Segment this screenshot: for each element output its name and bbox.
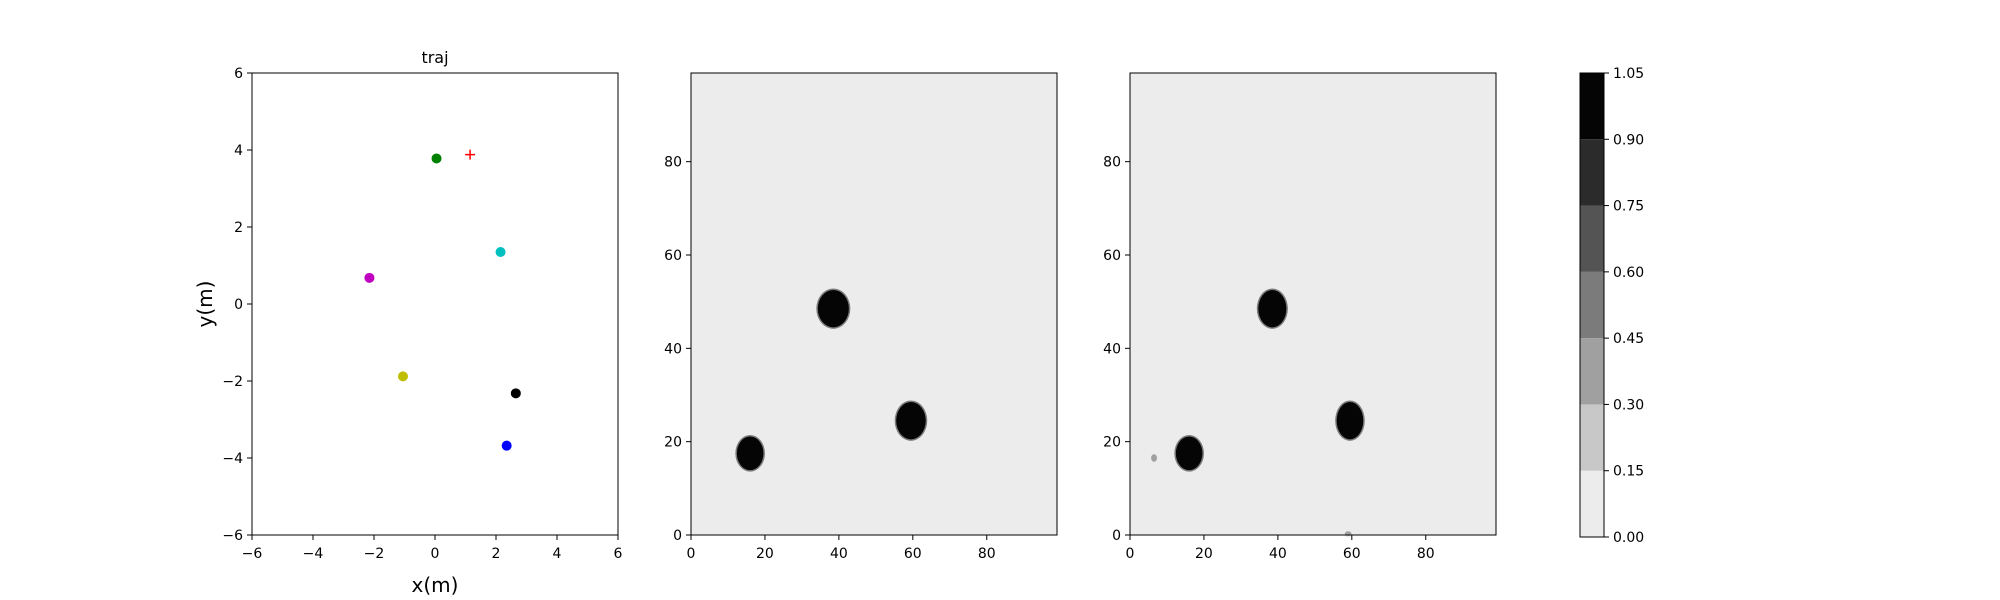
colorbar-level [1580,205,1604,272]
axes-frame-heatmap [1129,72,1497,536]
y-tick-label: 0 [673,528,682,544]
x-tick-label: 2 [492,546,501,562]
x-tick-label: 20 [1195,546,1213,562]
y-tick-label: 2 [234,220,243,236]
y-tick-label: 20 [664,435,682,451]
scatter-point [510,388,521,399]
scatter-point [495,247,506,258]
y-tick-label: 60 [1103,248,1121,264]
x-tick-label: 40 [830,546,848,562]
obstacle-blob [896,402,926,440]
colorbar-tick-label: 1.05 [1613,66,1644,82]
y-tick-label: 0 [1112,528,1121,544]
colorbar-tick-label: 0.45 [1613,331,1644,347]
colorbar-tick-label: 0.00 [1613,530,1644,546]
y-tick-label: 40 [664,341,682,357]
plot-title-traj: traj [421,48,448,67]
x-tick-label: 60 [1343,546,1361,562]
x-tick-label: 80 [978,546,996,562]
scatter-point [431,153,442,164]
colorbar-level [1580,404,1604,471]
colorbar-tick-label: 0.30 [1613,397,1644,413]
x-tick-label: 40 [1269,546,1287,562]
x-tick-label: −6 [242,546,263,562]
y-axis-label: y(m) [193,281,217,328]
y-tick-label: −4 [222,451,243,467]
y-tick-label: 20 [1103,435,1121,451]
x-tick-label: 4 [553,546,562,562]
colorbar-tick-label: 0.75 [1613,199,1644,215]
colorbar-level [1580,139,1604,206]
axes-frame-heatmap [690,72,1058,536]
scatter-point [364,272,375,283]
y-tick-label: −2 [222,374,243,390]
colorbar-level [1580,338,1604,405]
obstacle-blob [817,290,849,328]
x-tick-label: 0 [687,546,696,562]
colorbar-frame [1579,72,1605,538]
y-tick-label: −6 [222,528,243,544]
y-tick-label: 80 [664,155,682,171]
scatter-point [501,440,512,451]
colorbar-tick-label: 0.15 [1613,464,1644,480]
y-tick-label: 0 [234,297,243,313]
obstacle-blob [1175,436,1203,471]
y-tick-label: 6 [234,66,243,82]
x-tick-label: 0 [431,546,440,562]
plot-area-traj [252,73,618,535]
x-tick-label: −2 [364,546,385,562]
x-tick-label: 0 [1126,546,1135,562]
colorbar-tick-label: 0.60 [1613,265,1644,281]
scatter-point [397,371,408,382]
x-tick-label: 6 [614,546,623,562]
obstacle-blob [1151,454,1157,462]
obstacle-blob [1258,290,1287,328]
x-tick-label: −4 [303,546,324,562]
goal-marker [465,149,476,160]
x-tick-label: 80 [1417,546,1435,562]
y-tick-label: 4 [234,143,243,159]
colorbar-tick-label: 0.90 [1613,132,1644,148]
colorbar-level [1580,73,1604,140]
obstacle-blob [736,436,764,471]
x-tick-label: 20 [756,546,774,562]
x-axis-label: x(m) [412,573,459,597]
y-tick-label: 60 [664,248,682,264]
x-tick-label: 60 [904,546,922,562]
colorbar-level [1580,271,1604,339]
obstacle-blob [1336,402,1364,440]
colorbar-level [1580,470,1604,537]
y-tick-label: 80 [1103,155,1121,171]
y-tick-label: 40 [1103,341,1121,357]
